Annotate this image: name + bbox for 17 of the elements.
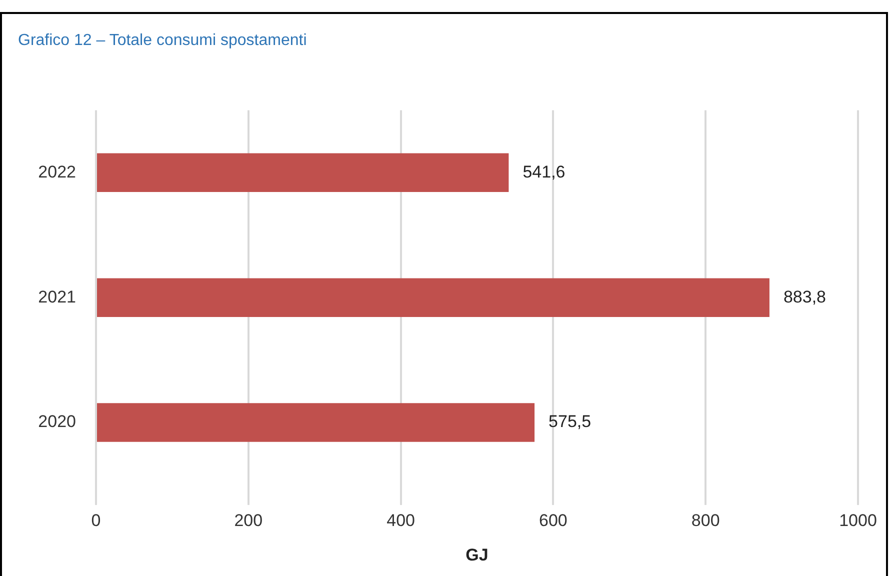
data-label: 883,8 xyxy=(783,287,826,306)
bar xyxy=(97,153,509,192)
data-label: 541,6 xyxy=(522,162,566,182)
x-axis-title: GJ xyxy=(466,545,488,564)
x-tick-label: 200 xyxy=(234,510,263,530)
y-tick-label: 2022 xyxy=(38,162,76,182)
chart-title: Grafico 12 – Totale consumi spostamenti xyxy=(18,32,307,50)
bar xyxy=(97,403,535,442)
data-label: 575,5 xyxy=(548,412,592,432)
x-tick-label: 400 xyxy=(386,510,415,530)
x-tick-label: 0 xyxy=(91,510,101,530)
x-tick-label: 800 xyxy=(691,510,720,530)
y-tick-label: 2020 xyxy=(38,412,76,432)
x-tick-label: 600 xyxy=(539,510,568,530)
bar xyxy=(97,278,770,317)
x-tick-label: 1000 xyxy=(839,510,877,530)
y-tick-label: 2021 xyxy=(38,287,76,306)
